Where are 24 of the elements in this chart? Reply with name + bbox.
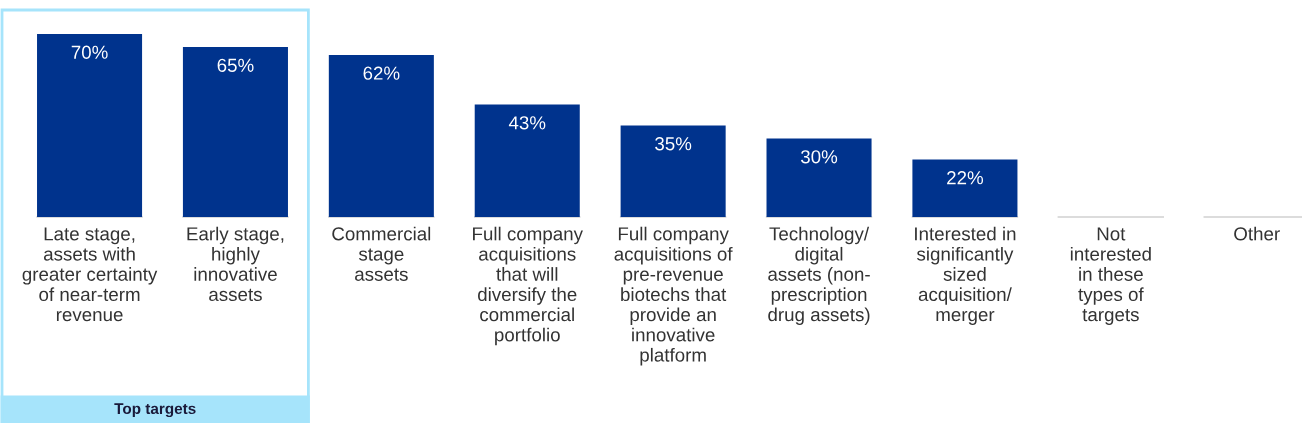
bar (182, 47, 288, 217)
bar (912, 159, 1018, 217)
x-tick-label: Late stage, assets with greater certainty of near-term revenue (22, 227, 158, 322)
data-label: 65% (217, 58, 254, 72)
data-label: 35% (655, 137, 692, 151)
bar (328, 54, 434, 217)
data-label: 43% (508, 116, 546, 130)
x-tick-label: Interested in significantly sized acquisition/ merger (915, 226, 1016, 325)
text: Top targets (114, 403, 196, 418)
data-label: 62% (363, 66, 400, 80)
data-label: 70% (71, 45, 108, 59)
bar (766, 138, 872, 217)
x-tick-label: Not interested in these types of targets (1070, 227, 1151, 325)
bar (474, 104, 580, 217)
data-label: 22% (947, 171, 984, 185)
x-tick-label: Technology/ digital assets (non- prescription drug assets) (768, 226, 870, 325)
x-tick-label: Other (1234, 226, 1280, 241)
bar (37, 34, 143, 217)
x-tick-label: Full company acquisitions of pre-revenue biotechs that provide an innovative platform (614, 226, 733, 366)
bar (620, 125, 726, 217)
data-label: 30% (800, 150, 838, 164)
x-tick-label: Early stage, highly innovative assets (187, 226, 284, 302)
x-tick-label: Commercial stage assets (332, 226, 431, 281)
x-tick-label: Full company acquisitions that will diversify the commercial portfolio (473, 226, 583, 346)
